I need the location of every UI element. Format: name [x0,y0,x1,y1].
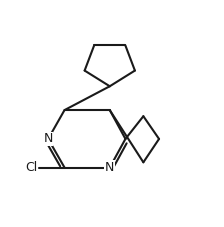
Text: Cl: Cl [25,161,37,174]
Text: N: N [105,161,114,174]
Text: N: N [43,132,53,146]
